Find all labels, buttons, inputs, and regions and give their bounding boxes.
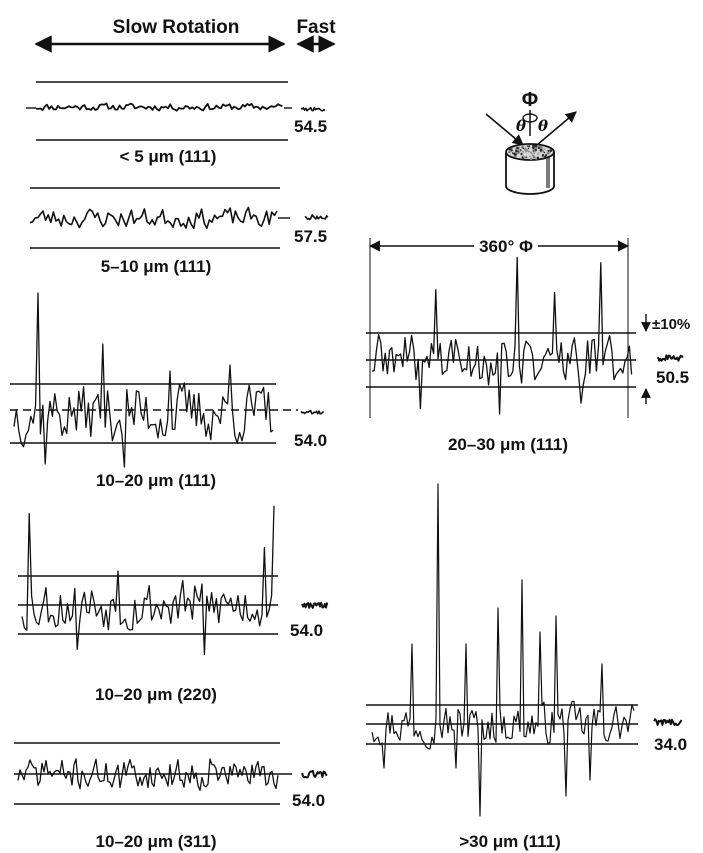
fast-trace-10-20um-111 xyxy=(301,411,324,414)
theta-left-symbol: θ xyxy=(516,117,526,135)
trace-20-30um-111 xyxy=(372,257,632,414)
trace-over-30um-111 xyxy=(372,484,634,816)
value-10-20um-220: 54.0 xyxy=(290,621,323,640)
sample-cylinder-diagram: Φ θ θ xyxy=(486,89,576,194)
fast-trace-10-20um-220 xyxy=(302,603,327,608)
slow-rotation-label: Slow Rotation xyxy=(113,17,240,38)
caption-10-20um-220: 10–20 μm (220) xyxy=(95,685,217,704)
caption-under-5um: < 5 μm (111) xyxy=(120,147,217,166)
caption-20-30um-111: 20–30 μm (111) xyxy=(448,435,568,454)
fast-trace-20-30um-111 xyxy=(658,355,683,360)
panel-under-5um: 54.5 < 5 μm (111) xyxy=(26,82,327,166)
caption-over-30um-111: >30 μm (111) xyxy=(459,832,561,851)
value-over-30um-111: 34.0 xyxy=(654,735,687,754)
tolerance-label: ±10% xyxy=(652,316,690,333)
trace-under-5um xyxy=(36,103,282,110)
trace-5-10um xyxy=(30,207,277,228)
theta-right-symbol: θ xyxy=(538,117,548,135)
panel-10-20um-311: 54.0 10–20 μm (311) xyxy=(14,743,327,851)
fast-trace-10-20um-311 xyxy=(302,771,327,778)
panel-10-20um-111: 54.0 10–20 μm (111) xyxy=(10,293,327,490)
panel-20-30um-111: 360° Φ ±10% 50.5 20–30 μm (111) xyxy=(366,236,690,454)
value-under-5um: 54.5 xyxy=(294,117,327,136)
value-5-10um: 57.5 xyxy=(294,227,327,246)
fast-trace-5-10um xyxy=(305,215,328,220)
value-20-30um-111: 50.5 xyxy=(656,368,689,387)
caption-10-20um-111: 10–20 μm (111) xyxy=(96,471,216,490)
value-10-20um-311: 54.0 xyxy=(292,791,325,810)
trace-10-20um-220 xyxy=(22,506,274,655)
caption-10-20um-311: 10–20 μm (311) xyxy=(96,832,217,851)
caption-5-10um: 5–10 μm (111) xyxy=(101,257,212,276)
range-label: 360° Φ xyxy=(479,237,533,256)
fast-trace-under-5um xyxy=(301,108,325,111)
panel-10-20um-220: 54.0 10–20 μm (220) xyxy=(18,506,327,704)
panel-5-10um: 57.5 5–10 μm (111) xyxy=(30,188,328,276)
value-10-20um-111: 54.0 xyxy=(294,431,327,450)
fast-trace-over-30um-111 xyxy=(654,719,682,725)
fast-label: Fast xyxy=(296,17,336,38)
phi-symbol: Φ xyxy=(522,89,538,111)
panel-over-30um-111: 34.0 >30 μm (111) xyxy=(366,484,687,851)
trace-10-20um-111 xyxy=(14,293,273,467)
